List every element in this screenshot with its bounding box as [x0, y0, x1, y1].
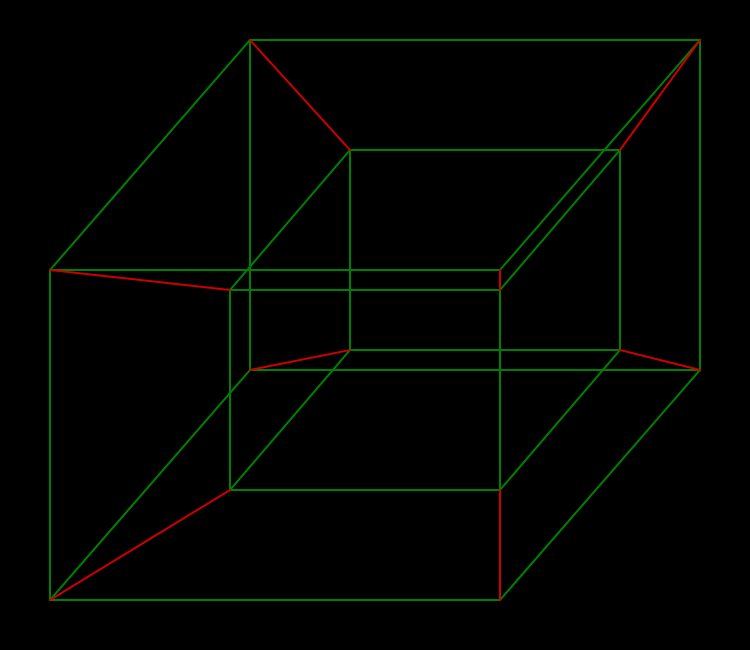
- diagram-background: [0, 0, 750, 650]
- tesseract-diagram: [0, 0, 750, 650]
